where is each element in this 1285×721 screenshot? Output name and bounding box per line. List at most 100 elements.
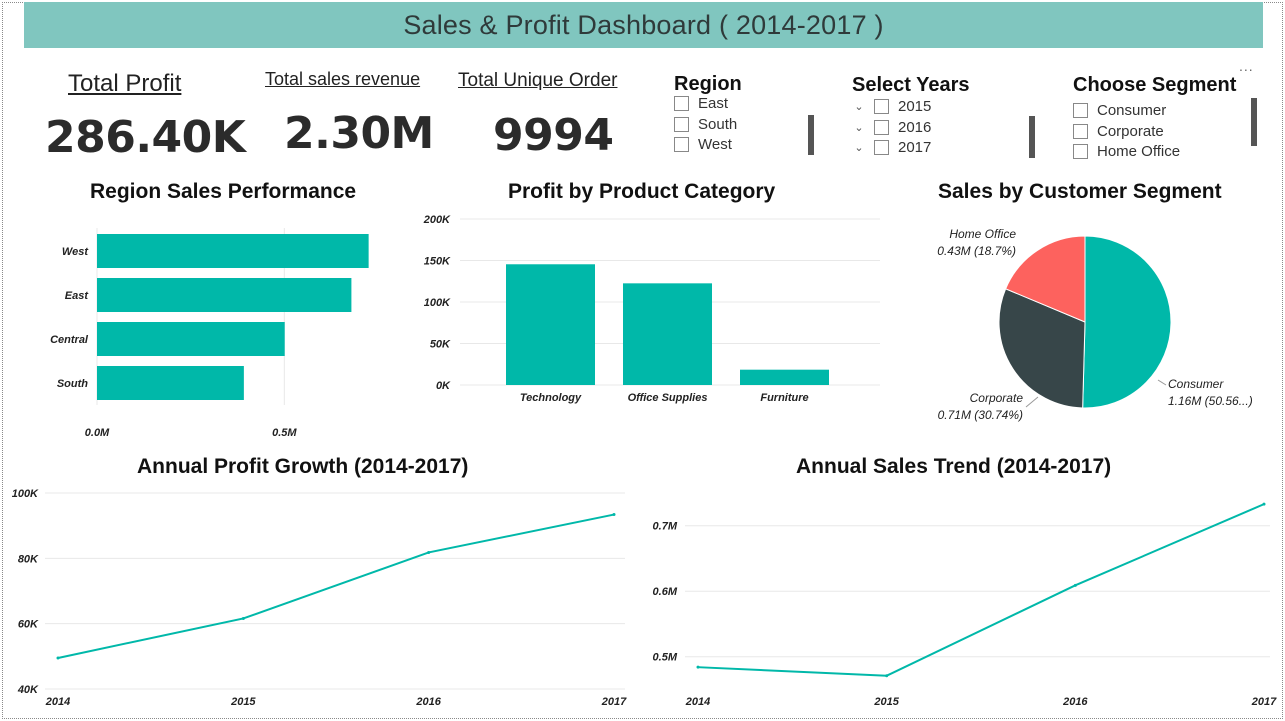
region-slicer-scrollbar[interactable] xyxy=(808,115,814,155)
bar-office-supplies xyxy=(623,283,712,385)
y-tick-label: 50K xyxy=(430,339,451,351)
region-sales-bar-chart[interactable]: 0.0M 0.5M West East Central South xyxy=(0,210,400,445)
segment-slicer-scrollbar[interactable] xyxy=(1251,98,1257,146)
pie-leader-line xyxy=(1157,379,1167,386)
pie-value-home-office: 0.43M (18.7%) xyxy=(937,244,1016,258)
checkbox-icon[interactable] xyxy=(1073,103,1088,118)
x-tick-label: 0.0M xyxy=(85,427,110,439)
y-tick-label: 40K xyxy=(17,684,39,696)
y-tick-label: Central xyxy=(50,334,89,346)
x-tick-label: 2014 xyxy=(45,696,70,708)
segment-sales-pie-chart[interactable]: Consumer 1.16M (50.56...) Corporate 0.71M (… xyxy=(900,205,1280,430)
x-tick-label: 2015 xyxy=(230,696,256,708)
series-line xyxy=(57,513,615,659)
x-tick-label: 2017 xyxy=(601,696,627,708)
y-tick-label: 150K xyxy=(424,256,451,268)
chevron-down-icon[interactable]: ⌄ xyxy=(854,142,864,154)
sales-trend-line-chart[interactable]: 0.5M 0.6M 0.7M 2014 2015 2016 2017 xyxy=(640,480,1285,715)
year-option-label: 2017 xyxy=(898,139,932,156)
chevron-down-icon[interactable]: ⌄ xyxy=(854,101,864,113)
kpi-total-sales-label: Total sales revenue xyxy=(265,69,421,89)
segment-option-label: Corporate xyxy=(1097,123,1164,140)
y-tick-label: 0.5M xyxy=(653,652,678,664)
data-point xyxy=(56,656,60,660)
year-option-label: 2015 xyxy=(898,98,932,115)
data-point xyxy=(696,665,700,669)
region-option-label: West xyxy=(698,136,732,153)
segment-option-label: Home Office xyxy=(1097,143,1181,160)
segment-option-home-office[interactable]: Home Office xyxy=(1073,143,1180,160)
chevron-down-icon[interactable]: ⌄ xyxy=(854,122,864,134)
checkbox-icon[interactable] xyxy=(874,120,889,135)
data-point xyxy=(427,550,431,554)
y-tick-label: 0.7M xyxy=(653,521,678,533)
region-option-east[interactable]: East xyxy=(674,95,728,112)
region-option-south[interactable]: South xyxy=(674,116,737,133)
pie-label-home-office: Home Office xyxy=(949,227,1016,241)
years-slicer-title: Select Years xyxy=(852,74,970,96)
profit-growth-line-chart[interactable]: 40K 60K 80K 100K 2014 2015 2016 2017 xyxy=(0,480,640,715)
y-tick-label: 100K xyxy=(424,297,451,309)
kpi-total-profit-value: 286.40K xyxy=(45,112,246,163)
bar-technology xyxy=(506,264,595,385)
series-line xyxy=(697,503,1265,677)
checkbox-icon[interactable] xyxy=(674,96,689,111)
bar-central xyxy=(97,322,285,356)
y-tick-label: 0.6M xyxy=(653,586,678,598)
kpi-unique-orders-value: 9994 xyxy=(493,110,614,161)
pie-slice-consumer xyxy=(1082,235,1172,409)
pie-slice-corporate xyxy=(998,288,1086,409)
x-tick-label: Furniture xyxy=(760,392,808,404)
region-option-label: South xyxy=(698,116,738,133)
y-tick-label: 100K xyxy=(12,488,39,500)
y-tick-label: 0K xyxy=(436,380,451,392)
y-tick-label: 60K xyxy=(18,619,39,631)
year-option-2017[interactable]: ⌄ 2017 xyxy=(852,139,931,156)
data-point xyxy=(1073,583,1077,587)
profit-category-bar-chart[interactable]: 0K 50K 100K 150K 200K Technology Office Suppli… xyxy=(400,205,900,410)
checkbox-icon[interactable] xyxy=(674,137,689,152)
segment-option-consumer[interactable]: Consumer xyxy=(1073,102,1166,119)
region-option-west[interactable]: West xyxy=(674,136,732,153)
y-tick-label: East xyxy=(65,290,90,302)
checkbox-icon[interactable] xyxy=(874,140,889,155)
pie-label-corporate: Corporate xyxy=(970,391,1024,405)
segment-option-label: Consumer xyxy=(1097,102,1167,119)
y-tick-label: 200K xyxy=(423,214,451,226)
data-point xyxy=(1262,502,1266,506)
bar-east xyxy=(97,278,352,312)
data-point xyxy=(612,513,616,517)
checkbox-icon[interactable] xyxy=(674,117,689,132)
checkbox-icon[interactable] xyxy=(1073,144,1088,159)
year-option-2016[interactable]: ⌄ 2016 xyxy=(852,119,931,136)
bar-west xyxy=(97,234,369,268)
region-option-label: East xyxy=(698,95,729,112)
x-tick-label: 0.5M xyxy=(272,427,297,439)
sales-trend-title: Annual Sales Trend (2014-2017) xyxy=(796,455,1112,478)
profit-growth-title: Annual Profit Growth (2014-2017) xyxy=(137,455,469,478)
x-tick-label: 2016 xyxy=(1062,696,1088,708)
dashboard-title: Sales & Profit Dashboard ( 2014-2017 ) xyxy=(403,9,884,40)
checkbox-icon[interactable] xyxy=(1073,124,1088,139)
kpi-unique-orders-label: Total Unique Order xyxy=(458,70,618,91)
profit-category-title: Profit by Product Category xyxy=(508,180,776,203)
y-tick-label: 80K xyxy=(18,553,39,565)
bar-furniture xyxy=(740,369,829,385)
segment-option-corporate[interactable]: Corporate xyxy=(1073,123,1164,140)
x-tick-label: 2015 xyxy=(873,696,899,708)
years-slicer-scrollbar[interactable] xyxy=(1029,116,1035,158)
checkbox-icon[interactable] xyxy=(874,99,889,114)
x-tick-label: 2016 xyxy=(415,696,441,708)
pie-value-corporate: 0.71M (30.74%) xyxy=(938,408,1023,422)
x-tick-label: 2017 xyxy=(1251,696,1277,708)
x-tick-label: 2014 xyxy=(685,696,710,708)
more-options-icon[interactable]: ... xyxy=(1239,58,1254,74)
pie-label-consumer: Consumer xyxy=(1168,377,1224,391)
bar-south xyxy=(97,366,244,400)
x-tick-label: Technology xyxy=(520,392,582,404)
segment-sales-title: Sales by Customer Segment xyxy=(938,180,1222,203)
dashboard-title-bar: Sales & Profit Dashboard ( 2014-2017 ) xyxy=(24,2,1263,48)
region-slicer-title: Region xyxy=(674,73,742,95)
pie-slice-home-office xyxy=(1005,235,1086,323)
year-option-2015[interactable]: ⌄ 2015 xyxy=(852,98,931,115)
